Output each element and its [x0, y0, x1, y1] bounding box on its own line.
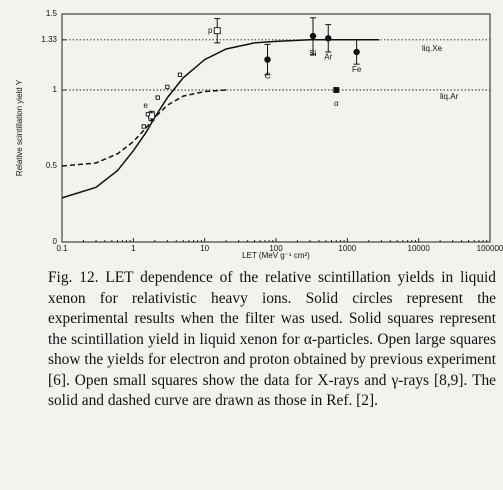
y-tick-label: 1.33	[41, 35, 57, 44]
x-tick-label: 0.1	[56, 244, 68, 253]
x-tick-label: 10	[200, 244, 209, 253]
figure-caption: Fig. 12. LET dependence of the relative …	[48, 269, 496, 409]
x-tick-label: 100	[269, 244, 283, 253]
data-point	[155, 95, 160, 100]
x-axis-label: LET (MeV g⁻¹ cm²)	[242, 251, 310, 260]
x-tick-label: 100000	[477, 244, 503, 253]
curve	[61, 39, 380, 199]
point-label: Ar	[324, 52, 332, 61]
data-point	[325, 35, 332, 42]
x-tick-label: 10000	[408, 244, 431, 253]
data-point	[309, 32, 317, 40]
chart: LET (MeV g⁻¹ cm²) Relative scintillation…	[15, 9, 503, 260]
data-point	[177, 72, 183, 77]
y-tick-label: 1.5	[46, 9, 58, 18]
reference-label: liq.Ar	[440, 92, 459, 101]
y-tick-label: 0	[53, 237, 58, 246]
data-point	[141, 124, 146, 129]
point-label: α	[334, 99, 339, 108]
y-tick-label: 1	[53, 85, 58, 94]
x-tick-label: 1000	[338, 244, 356, 253]
point-label: e	[143, 101, 148, 110]
point-label: C	[265, 72, 271, 81]
point-label: Si	[309, 49, 316, 58]
x-tick-label: 1	[131, 244, 136, 253]
y-axis-label: Relative scintillation yield Y	[15, 79, 24, 176]
data-point	[333, 87, 340, 93]
data-point	[353, 48, 360, 56]
data-point	[145, 112, 151, 117]
data-point	[213, 27, 221, 35]
point-label: p	[208, 26, 213, 35]
point-label: Fe	[352, 65, 362, 74]
reference-label: liq.Xe	[422, 44, 443, 53]
data-point	[264, 56, 271, 63]
y-tick-label: 0.5	[46, 161, 58, 170]
data-point	[165, 84, 170, 90]
curve	[61, 89, 227, 167]
